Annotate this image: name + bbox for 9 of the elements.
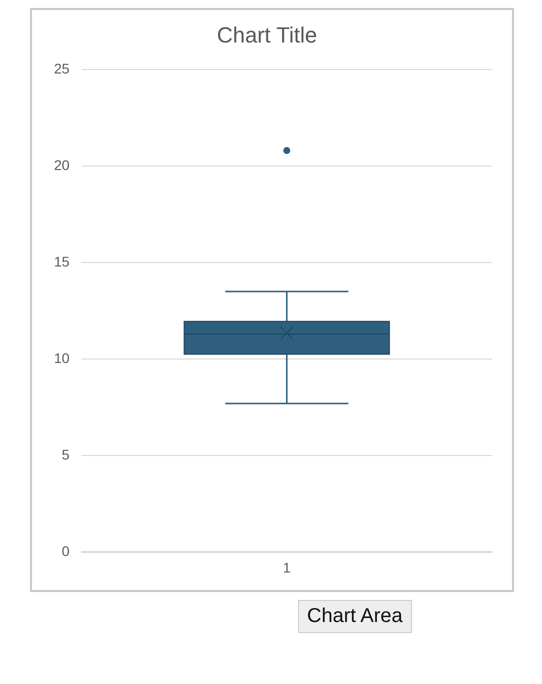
y-tick-label: 20 xyxy=(54,156,70,173)
y-tick-label: 0 xyxy=(62,543,70,560)
chart-title: Chart Title xyxy=(216,22,318,48)
y-tick-label: 5 xyxy=(62,446,70,462)
y-tick-label: 15 xyxy=(54,253,70,270)
x-tick-label: 1 xyxy=(282,559,291,576)
text: Chart Area xyxy=(298,600,412,633)
y-tick-label: 10 xyxy=(54,350,70,366)
y-tick-label: 25 xyxy=(54,60,70,76)
